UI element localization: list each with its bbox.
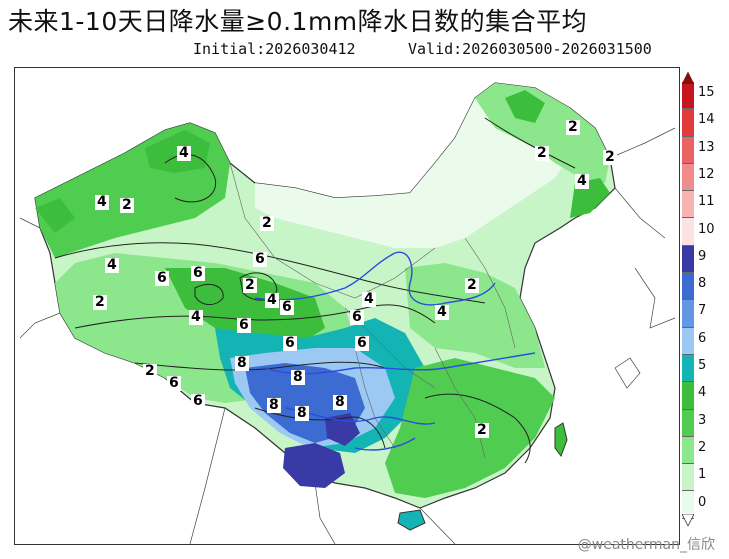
contour-label: 8 [235, 355, 249, 371]
contour-label: 4 [265, 292, 279, 308]
initial-time: Initial:2026030412 [193, 40, 356, 58]
south-green-region [385, 358, 555, 498]
contour-label: 4 [177, 145, 191, 161]
colorbar-tick-label: 14 [698, 112, 715, 128]
contour-label: 6 [350, 309, 364, 325]
contour-label: 6 [237, 317, 251, 333]
colorbar-cell [682, 273, 694, 301]
map-title: 未来1-10天日降水量≥0.1mm降水日数的集合平均 [8, 7, 588, 36]
colorbar-tick-label: 7 [698, 303, 707, 319]
contour-label: 4 [95, 194, 109, 210]
contour-label: 2 [535, 145, 549, 161]
northeast-green-region [475, 83, 610, 183]
colorbar [682, 82, 694, 519]
colorbar-tick-label: 0 [698, 494, 707, 510]
hainan-island [397, 509, 426, 531]
contour-label: 8 [333, 394, 347, 410]
valid-time: Valid:2026030500-2026031500 [408, 40, 652, 58]
colorbar-tick-label: 2 [698, 439, 707, 455]
colorbar-tick-label: 15 [698, 85, 715, 100]
colorbar-tick-label: 10 [698, 221, 715, 237]
contour-label: 8 [267, 397, 281, 413]
colorbar-cell [682, 218, 694, 246]
rivers [254, 251, 536, 451]
colorbar-cell [682, 464, 694, 492]
contour-label: 4 [105, 257, 119, 273]
contour-label: 6 [191, 265, 205, 281]
contour-label: 2 [143, 363, 157, 379]
contour-label: 2 [93, 294, 107, 310]
contour-label: 4 [362, 291, 376, 307]
contour-label: 8 [291, 369, 305, 385]
map-canvas [19, 82, 676, 544]
colorbar-top-arrow [682, 72, 694, 84]
contour-label: 2 [243, 277, 257, 293]
colorbar-cell [682, 245, 694, 274]
colorbar-cell [682, 136, 694, 164]
colorbar-tick-label: 8 [698, 276, 707, 292]
contour-label: 2 [120, 197, 134, 213]
contour-label: 6 [167, 375, 181, 391]
contour-label: 6 [155, 270, 169, 286]
colorbar-cell [682, 300, 694, 328]
taiwan-island [554, 422, 568, 458]
colorbar-cell [682, 163, 694, 192]
colorbar-tick-label: 6 [698, 330, 707, 346]
contour-label: 6 [191, 393, 205, 409]
contour-label: 2 [566, 119, 580, 135]
colorbar-tick-label: 5 [698, 358, 707, 373]
colorbar-tick-label: 12 [698, 166, 715, 182]
colorbar-cell [682, 109, 694, 137]
contour-label: 6 [280, 299, 294, 315]
colorbar-cell [682, 191, 694, 219]
contour-label: 4 [435, 304, 449, 320]
colorbar-tick-label: 11 [698, 194, 715, 210]
watermark: @weatherman_信欣 [577, 537, 715, 553]
colorbar-bottom-arrow [682, 514, 694, 526]
colorbar-cell [682, 436, 694, 465]
contour-label: 4 [575, 173, 589, 189]
contour-label: 2 [260, 215, 274, 231]
colorbar-cell [682, 409, 694, 437]
east-green-region [405, 263, 545, 368]
colorbar-tick-label: 13 [698, 139, 715, 155]
contour-label: 2 [465, 277, 479, 293]
contour-label: 8 [295, 405, 309, 421]
colorbar-tick-label: 1 [698, 467, 707, 483]
colorbar-cell [682, 382, 694, 410]
colorbar-tick-label: 4 [698, 385, 707, 401]
neighbor-boundaries [19, 127, 676, 544]
colorbar-tick-label: 9 [698, 248, 707, 264]
yunnan-indigo-core [283, 413, 360, 488]
colorbar-cell [682, 327, 694, 355]
tibet-deep-green [165, 268, 325, 348]
precipitation-map: 4 2 4 2 4 6 6 6 2 4 6 2 4 6 6 4 6 6 8 8 … [14, 67, 680, 545]
colorbar-cell [682, 354, 694, 383]
colorbar-tick-label: 3 [698, 412, 707, 428]
colorbar-cell [682, 82, 694, 110]
contour-label: 2 [475, 422, 489, 438]
northwest-deep-green [35, 130, 210, 233]
contour-label: 2 [603, 149, 617, 165]
contour-label: 6 [355, 335, 369, 351]
contour-label: 6 [253, 251, 267, 267]
contour-label: 4 [189, 309, 203, 325]
contour-label: 6 [283, 335, 297, 351]
